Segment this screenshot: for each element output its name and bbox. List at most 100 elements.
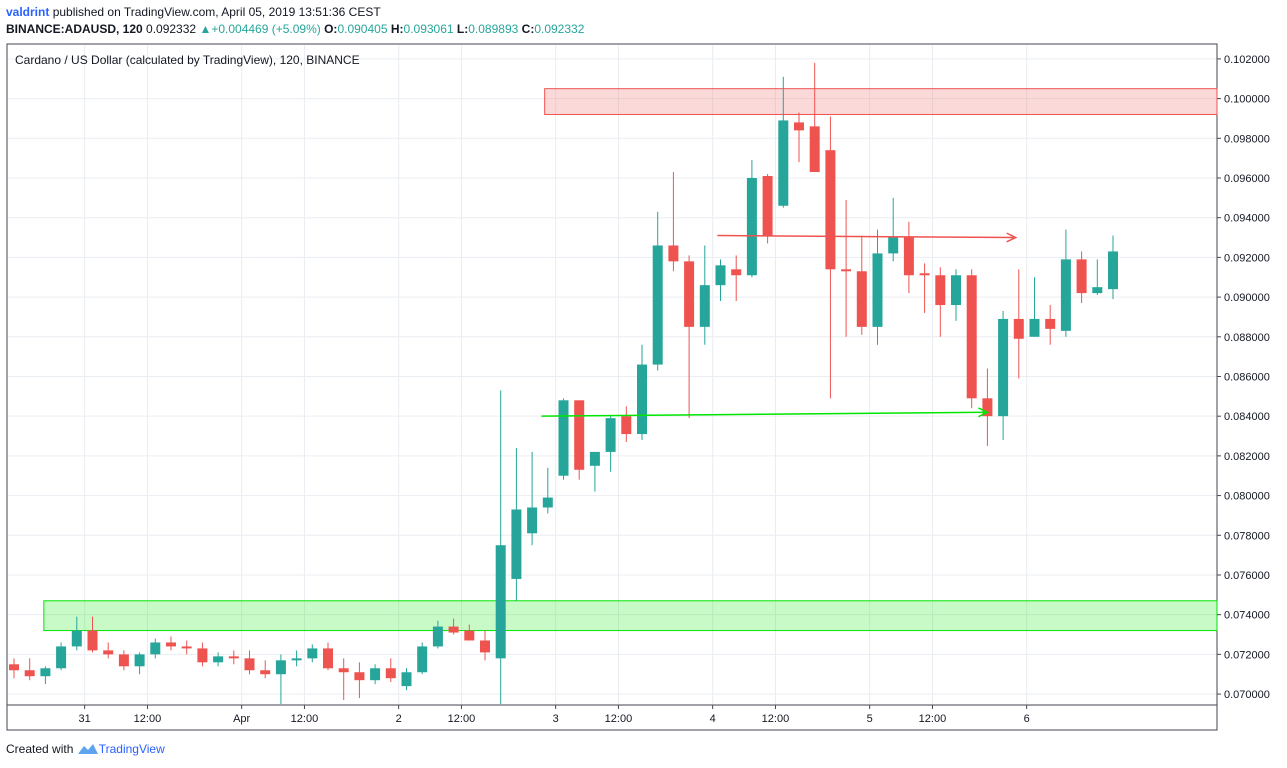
candle xyxy=(134,652,145,675)
candle-body xyxy=(197,648,208,663)
price-tick-label: 0.078000 xyxy=(1224,530,1270,542)
candle-body xyxy=(872,253,883,327)
candle xyxy=(166,636,176,651)
trend-arrows xyxy=(541,232,1018,418)
time-axis[interactable]: 31 12:00 Apr 12:00 2 12:00 3 12:00 4 12:00 5 12:00 6 xyxy=(79,705,1030,725)
candle-body xyxy=(323,648,333,669)
candle-body xyxy=(809,126,820,173)
candle xyxy=(103,642,114,659)
candle-body xyxy=(621,416,632,435)
candle-body xyxy=(291,658,302,661)
candle-body xyxy=(794,122,804,131)
candle xyxy=(275,654,286,704)
arrow-line xyxy=(717,234,1016,239)
candle xyxy=(432,620,443,649)
candle xyxy=(699,245,710,345)
candle-body xyxy=(1060,259,1071,331)
publish-line: valdrint published on TradingView.com, A… xyxy=(6,5,381,19)
price-tick-label: 0.072000 xyxy=(1224,649,1270,661)
candle-body xyxy=(354,672,365,681)
candle xyxy=(87,616,98,653)
candle xyxy=(919,263,930,313)
candle-body xyxy=(888,237,899,254)
candle-body xyxy=(1076,259,1087,294)
candle xyxy=(558,398,569,480)
candle xyxy=(354,662,365,699)
candle xyxy=(244,650,255,675)
symbol-label: BINANCE:ADAUSD, 120 xyxy=(6,22,143,36)
candle-body xyxy=(480,640,490,653)
candle xyxy=(24,658,35,681)
candle-body xyxy=(370,668,381,681)
price-tick-label: 0.092000 xyxy=(1224,252,1270,264)
candle xyxy=(1029,277,1040,337)
time-tick-label: 2 xyxy=(396,713,402,725)
candle xyxy=(197,642,208,667)
candle xyxy=(746,160,757,278)
candle-body xyxy=(542,497,553,508)
time-tick-label: 12:00 xyxy=(448,713,476,725)
candle-body xyxy=(731,269,742,276)
created-with-text: Created with xyxy=(6,742,74,756)
candle-body xyxy=(417,646,428,673)
candle xyxy=(574,400,585,480)
candle-body xyxy=(71,630,82,647)
time-tick-label: 31 xyxy=(79,713,91,725)
candle xyxy=(637,344,647,441)
candle xyxy=(417,642,428,675)
resistance-zone[interactable] xyxy=(544,88,1218,115)
candle-body xyxy=(762,176,773,236)
candle xyxy=(1092,259,1103,296)
time-tick-label: 12:00 xyxy=(605,713,633,725)
candle-body xyxy=(825,150,836,270)
price-chart[interactable]: 0.102000 0.100000 0.098000 0.096000 0.094000… xyxy=(0,0,1287,740)
candle xyxy=(323,642,333,671)
price-tick-label: 0.088000 xyxy=(1224,332,1270,344)
candle-body xyxy=(134,654,145,667)
time-tick-label: 12:00 xyxy=(291,713,319,725)
candle xyxy=(825,116,836,399)
time-tick-label: 4 xyxy=(710,713,716,725)
candle xyxy=(1045,305,1056,345)
candle-body xyxy=(24,670,35,677)
candle-body xyxy=(338,668,349,673)
candle-body xyxy=(448,626,459,633)
up-triangle-icon: ▲ xyxy=(199,22,212,36)
candle xyxy=(731,255,742,302)
price-tick-label: 0.090000 xyxy=(1224,292,1270,304)
price-axis[interactable]: 0.102000 0.100000 0.098000 0.096000 0.094000… xyxy=(1217,54,1270,701)
candle-body xyxy=(841,269,852,272)
candle xyxy=(935,267,946,337)
footer: Created with TradingView xyxy=(6,742,165,759)
candle xyxy=(480,630,490,661)
tradingview-logo-icon xyxy=(77,742,99,759)
candle-body xyxy=(307,648,318,659)
candle-body xyxy=(87,630,98,651)
candle xyxy=(684,255,695,419)
candle xyxy=(951,269,961,321)
tradingview-link[interactable]: TradingView xyxy=(98,742,165,756)
candle-body xyxy=(166,642,176,647)
price-tick-label: 0.086000 xyxy=(1224,371,1270,383)
candle xyxy=(542,467,553,514)
support-arrow[interactable] xyxy=(541,407,990,418)
candle xyxy=(527,451,538,546)
candle-body xyxy=(150,642,161,655)
high-label: H: xyxy=(390,22,404,36)
support-zone[interactable] xyxy=(43,600,1218,632)
author-link[interactable]: valdrint xyxy=(6,5,50,19)
candle-body xyxy=(511,509,522,579)
candle-body xyxy=(1013,318,1024,339)
candles xyxy=(9,62,1118,704)
candle-body xyxy=(684,261,695,327)
open-value: 0.090405 xyxy=(337,22,388,36)
resistance-arrow[interactable] xyxy=(717,232,1018,243)
candle xyxy=(71,616,82,651)
candle-body xyxy=(1092,287,1103,294)
candle xyxy=(1060,229,1071,337)
candle xyxy=(385,658,396,683)
candle xyxy=(511,447,522,601)
candle-body xyxy=(527,507,538,534)
candle-body xyxy=(40,668,51,677)
time-tick-label: 5 xyxy=(867,713,873,725)
